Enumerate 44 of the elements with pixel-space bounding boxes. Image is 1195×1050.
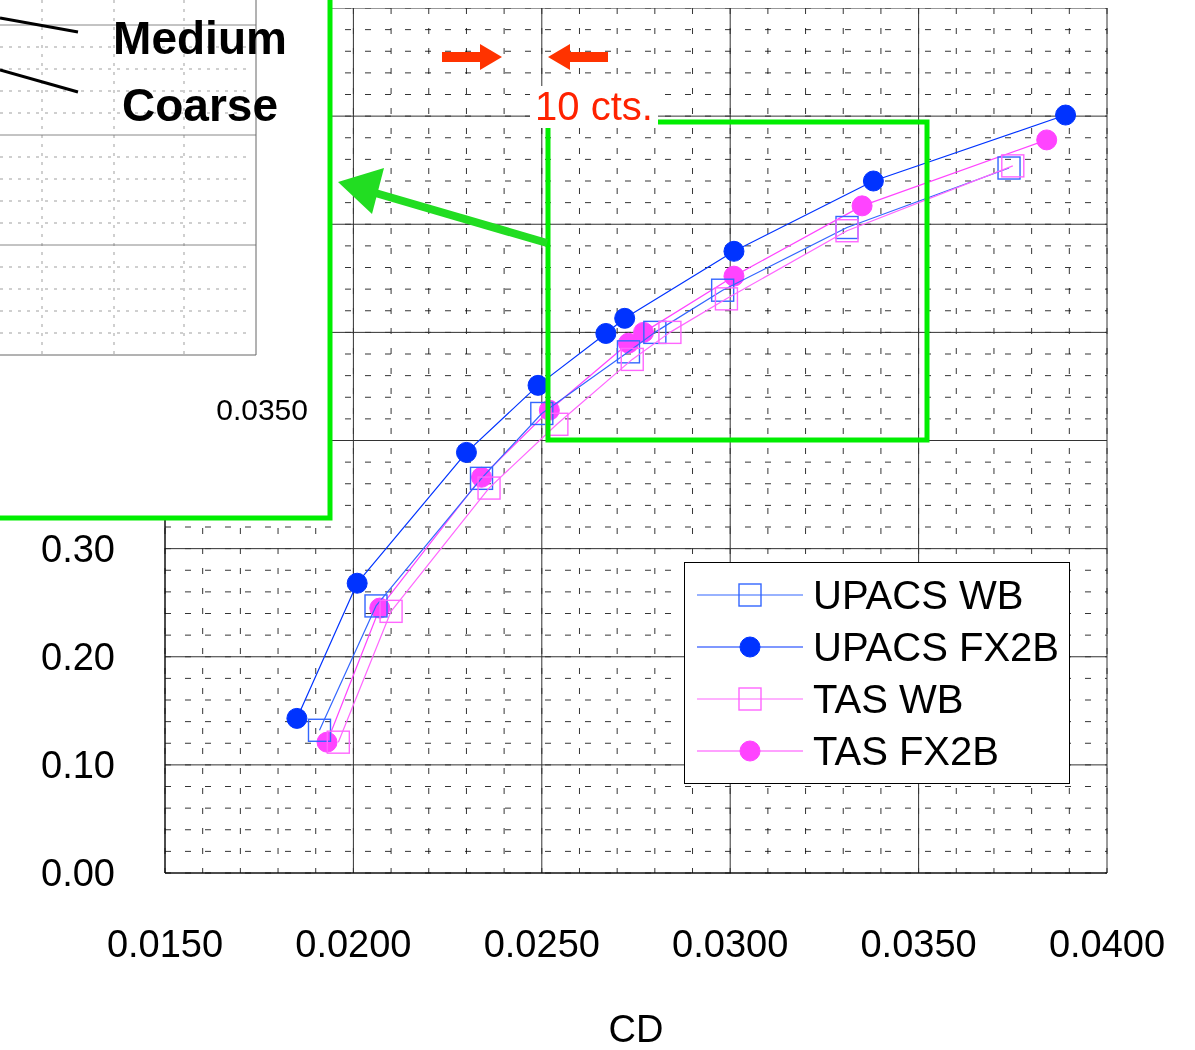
x-tick-label: 0.0400	[1048, 923, 1166, 965]
legend-label: TAS FX2B	[813, 728, 999, 774]
point	[614, 307, 636, 329]
point	[326, 730, 351, 754]
y-tick-label: 0.10	[41, 743, 115, 786]
legend-label: TAS WB	[813, 676, 964, 722]
x-tick-label: 0.0200	[295, 923, 412, 965]
point	[545, 412, 569, 436]
point	[1055, 104, 1077, 126]
x-axis-title: CD	[608, 1008, 664, 1050]
point	[658, 320, 682, 345]
legend-label: UPACS WB	[813, 572, 1024, 618]
point	[851, 195, 873, 217]
point	[364, 594, 388, 618]
point	[595, 322, 617, 344]
point	[616, 340, 641, 364]
point	[862, 170, 884, 192]
point	[643, 320, 667, 345]
x-tick-label: 0.0250	[483, 923, 600, 965]
point	[723, 240, 745, 262]
annotation: Coarse	[122, 79, 278, 131]
x-tick-label: 0.0150	[106, 923, 224, 965]
annotation: 0.0350	[216, 393, 308, 426]
x-tick-label: 0.0350	[860, 923, 977, 965]
point	[723, 265, 745, 287]
point	[346, 572, 368, 594]
x-tick-label: 0.0300	[672, 923, 789, 965]
point	[477, 476, 501, 500]
point	[527, 374, 549, 396]
point	[714, 287, 739, 311]
y-tick-label: 0.30	[41, 527, 115, 570]
point	[710, 278, 735, 302]
point	[1036, 129, 1058, 151]
point	[620, 347, 644, 372]
legend-label: UPACS FX2B	[813, 624, 1059, 670]
y-tick-label: 0.00	[41, 852, 115, 894]
point	[307, 718, 332, 742]
annotation: 10 cts.	[535, 84, 653, 128]
point	[530, 401, 554, 426]
y-tick-label: 0.20	[41, 635, 115, 678]
point	[286, 707, 308, 729]
annotation: Medium	[113, 12, 287, 64]
point	[379, 599, 403, 624]
point	[455, 441, 477, 463]
